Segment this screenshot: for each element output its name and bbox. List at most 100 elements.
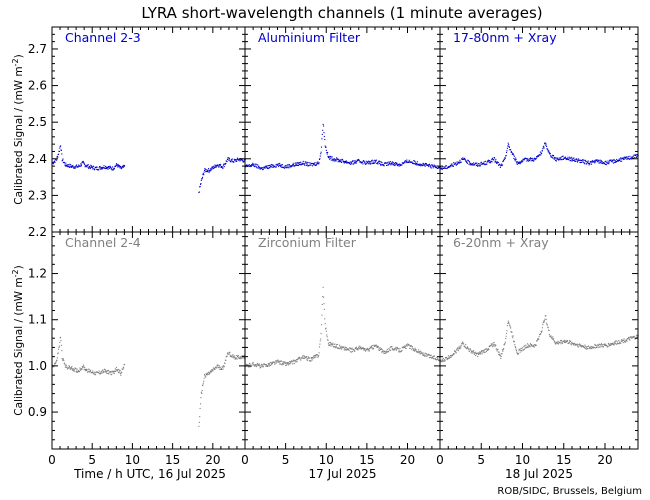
data-point [268,167,271,169]
data-point [389,346,391,348]
data-point [372,163,374,165]
x-axis-label: 18 Jul 2025 [505,467,573,481]
data-point [369,161,371,163]
data-point [389,349,391,351]
data-point [470,162,472,165]
data-point [292,164,295,166]
data-point [614,343,616,345]
data-point [115,163,118,165]
x-tick-label: 15 [359,453,374,467]
data-point [314,164,316,166]
data-point [236,158,238,160]
data-point [565,340,567,342]
data-point [98,372,100,374]
data-point [586,162,588,164]
data-point [265,365,267,367]
data-point [555,159,557,162]
data-point [549,336,551,338]
data-point [295,164,297,166]
data-point [495,159,497,161]
data-point [370,345,373,347]
data-point [215,166,217,169]
data-point [586,163,588,165]
x-tick-label: 10 [125,453,140,467]
data-point [70,367,72,369]
chart-title: LYRA short-wavelength channels (1 minute… [141,4,542,22]
data-point [319,343,321,345]
x-tick-label: 15 [556,453,571,467]
data-point [250,165,252,168]
data-point [271,363,273,365]
data-point [104,167,106,169]
data-point [538,155,540,157]
data-point [513,341,515,343]
data-point [60,340,62,342]
data-point [355,348,357,350]
data-point [234,357,237,359]
data-point [618,343,620,345]
data-point [576,158,578,160]
data-point [487,349,489,351]
data-point [503,159,505,162]
data-point [113,167,115,169]
data-point [202,382,204,384]
data-point [552,336,554,338]
data-point [318,163,320,165]
data-point [494,345,496,347]
data-point [531,343,533,346]
data-point [444,356,447,359]
data-point [61,358,63,360]
data-point [517,161,519,163]
data-point [235,358,237,360]
data-point [418,351,420,353]
data-point [622,339,624,341]
data-point [461,158,463,161]
data-point [316,163,319,165]
data-point [334,346,336,348]
data-point [504,157,506,159]
data-point [620,158,622,160]
data-point [372,347,375,349]
data-point [380,164,382,166]
data-point [308,360,310,362]
data-point [454,350,456,352]
data-point [401,350,403,352]
data-point [69,163,71,165]
data-point [298,161,300,164]
data-point [201,392,203,394]
data-point [56,155,58,157]
data-point [299,164,301,166]
data-point [415,350,417,352]
data-point [398,349,400,351]
data-point [514,160,516,162]
data-point [429,164,431,167]
data-point [229,159,231,161]
data-point [113,372,116,374]
data-point [336,157,338,159]
data-point [580,346,582,348]
data-point [589,346,591,348]
data-point [585,345,587,348]
data-point [378,160,380,162]
data-point [386,348,388,350]
data-point [350,348,352,350]
data-point [516,163,518,165]
data-point [256,364,258,366]
data-point [616,158,618,161]
data-point [570,344,572,346]
data-point [232,356,235,358]
data-point [547,327,549,329]
data-point [593,161,595,163]
data-point [271,166,273,168]
data-point [260,167,262,169]
data-point [408,344,410,346]
data-point [107,167,109,169]
data-point [502,348,504,351]
data-point [89,167,91,170]
data-point [214,166,216,168]
data-point [594,344,596,346]
data-point [78,369,80,371]
data-point [568,343,570,345]
data-point [495,161,497,164]
data-point [60,344,62,346]
